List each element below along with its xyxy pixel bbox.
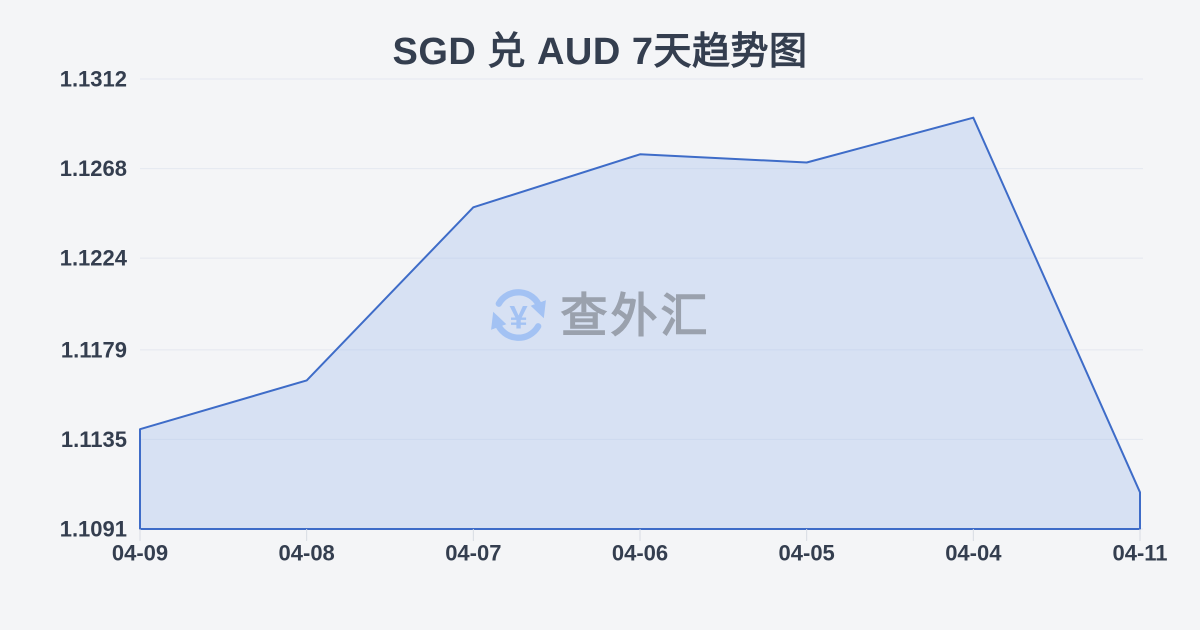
x-axis-tick-label: 04-08 — [279, 541, 335, 566]
x-axis-tick-label: 04-09 — [112, 541, 168, 566]
x-axis-tick-label: 04-06 — [612, 541, 668, 566]
x-axis-tick-label: 04-04 — [945, 541, 1002, 566]
y-axis-tick-label: 1.1135 — [61, 427, 127, 452]
trend-area-series — [139, 116, 1141, 530]
y-axis-tick-label: 1.1179 — [61, 337, 127, 362]
y-axis-tick-label: 1.1268 — [60, 156, 127, 181]
y-axis-tick-label: 1.1312 — [60, 67, 127, 92]
y-axis-tick-label: 1.1224 — [60, 246, 128, 271]
x-axis-tick-label: 04-07 — [445, 541, 501, 566]
y-axis-tick-label: 1.1091 — [60, 517, 127, 542]
chart-title: SGD 兑 AUD 7天趋势图 — [392, 31, 808, 73]
x-axis-tick-label: 04-11 — [1112, 541, 1167, 566]
x-axis-tick-label: 04-05 — [779, 541, 835, 566]
